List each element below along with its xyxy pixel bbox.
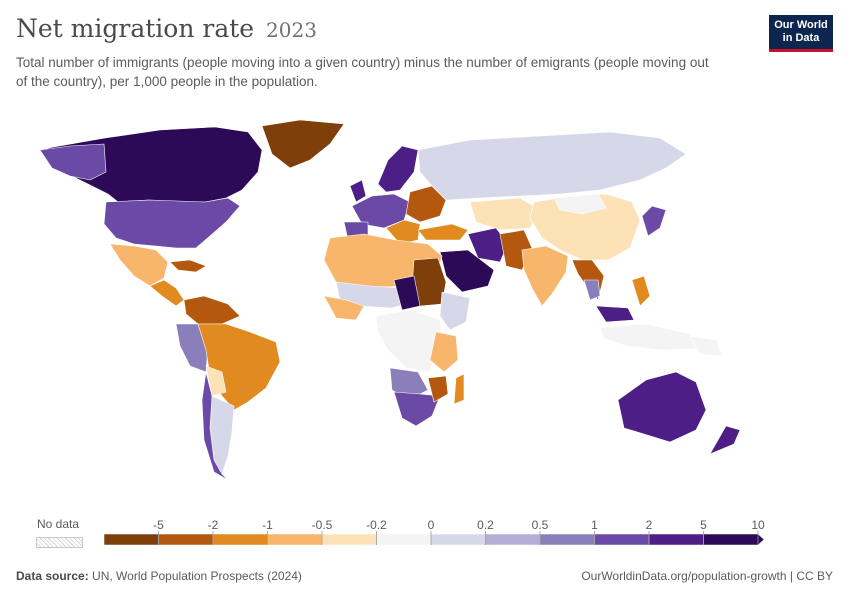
legend-tick-label: 10	[751, 518, 765, 532]
region-scandinavia[interactable]	[377, 145, 419, 193]
legend-bin-3[interactable]	[267, 533, 323, 546]
legend-tick-label: 2	[646, 518, 653, 532]
legend-bin-6[interactable]	[430, 533, 486, 546]
legend-tick-label: 1	[591, 518, 598, 532]
legend-bin-9[interactable]	[594, 533, 650, 546]
legend-tick-label: -0.2	[366, 518, 387, 532]
region-new-zealand[interactable]	[709, 425, 741, 455]
legend-tick-label: -2	[208, 518, 219, 532]
region-greenland[interactable]	[261, 119, 345, 169]
region-australia[interactable]	[617, 371, 707, 443]
region-turkey[interactable]	[417, 223, 469, 241]
region-korea-japan[interactable]	[641, 205, 667, 237]
legend-tick-label: 5	[700, 518, 707, 532]
region-usa[interactable]	[103, 197, 241, 249]
region-central-america[interactable]	[149, 279, 185, 307]
legend-bin-11[interactable]	[703, 533, 765, 546]
region-southern-africa[interactable]	[393, 391, 441, 427]
region-west-africa[interactable]	[323, 295, 365, 321]
region-mozambique[interactable]	[427, 375, 449, 403]
region-china[interactable]	[529, 193, 641, 261]
color-legend: -5 -2 -1 -0.5 -0.2 0 0.2 0.5 1 2 5 10	[103, 518, 765, 546]
legend-bin-5[interactable]	[376, 533, 432, 546]
region-arabian-peninsula[interactable]	[439, 249, 495, 293]
region-alaska[interactable]	[39, 143, 107, 181]
logo-line-1: Our World	[774, 19, 828, 31]
region-colombia-venezuela[interactable]	[183, 295, 241, 325]
region-chile[interactable]	[201, 371, 229, 481]
legend-bin-2[interactable]	[212, 533, 268, 546]
region-madagascar[interactable]	[453, 373, 465, 405]
region-central-africa[interactable]	[375, 309, 443, 373]
region-malaysia[interactable]	[595, 305, 635, 323]
legend-tick-label: -5	[153, 518, 164, 532]
source-text[interactable]: UN, World Population Prospects (2024)	[92, 569, 302, 583]
legend-bin-0[interactable]	[103, 533, 159, 546]
footer-source: Data source: UN, World Population Prospe…	[16, 569, 302, 583]
region-indonesia[interactable]	[599, 323, 707, 351]
region-horn-of-africa[interactable]	[439, 291, 471, 331]
legend-no-data-swatch[interactable]	[36, 537, 83, 548]
legend-bin-1[interactable]	[158, 533, 214, 546]
source-label: Data source:	[16, 569, 89, 583]
region-papua-new-guinea[interactable]	[689, 335, 723, 357]
region-east-africa[interactable]	[429, 331, 459, 373]
logo-line-2: in Data	[782, 32, 820, 44]
region-bolivia-paraguay[interactable]	[205, 365, 227, 397]
title-text: Net migration rate	[16, 14, 255, 43]
world-map[interactable]	[0, 110, 850, 510]
legend-tick-label: -1	[262, 518, 273, 532]
owid-logo[interactable]: Our World in Data	[769, 15, 833, 52]
legend-bin-10[interactable]	[648, 533, 704, 546]
legend-tick-label: 0.2	[477, 518, 494, 532]
region-caribbean[interactable]	[169, 259, 207, 273]
region-mexico[interactable]	[109, 243, 169, 287]
legend-bin-4[interactable]	[321, 533, 377, 546]
legend-tick-label: 0	[428, 518, 435, 532]
legend-bin-7[interactable]	[485, 533, 541, 546]
region-uk-ireland[interactable]	[349, 179, 367, 203]
region-russia[interactable]	[417, 131, 687, 201]
legend-no-data-label: No data	[37, 517, 80, 531]
legend-tick-label: 0.5	[532, 518, 549, 532]
region-thailand[interactable]	[583, 279, 601, 301]
region-mongolia[interactable]	[553, 193, 607, 215]
region-philippines[interactable]	[631, 275, 651, 307]
legend-bin-8[interactable]	[539, 533, 595, 546]
title-year: 2023	[266, 18, 317, 42]
region-chad[interactable]	[393, 275, 421, 311]
chart-subtitle: Total number of immigrants (people movin…	[16, 55, 709, 89]
legend-tick-label: -0.5	[312, 518, 333, 532]
chart-title: Net migration rate 2023	[16, 14, 317, 43]
footer-url[interactable]: OurWorldinData.org/population-growth | C…	[581, 569, 833, 583]
region-india[interactable]	[521, 245, 569, 307]
region-kazakhstan-central-asia[interactable]	[469, 197, 541, 231]
